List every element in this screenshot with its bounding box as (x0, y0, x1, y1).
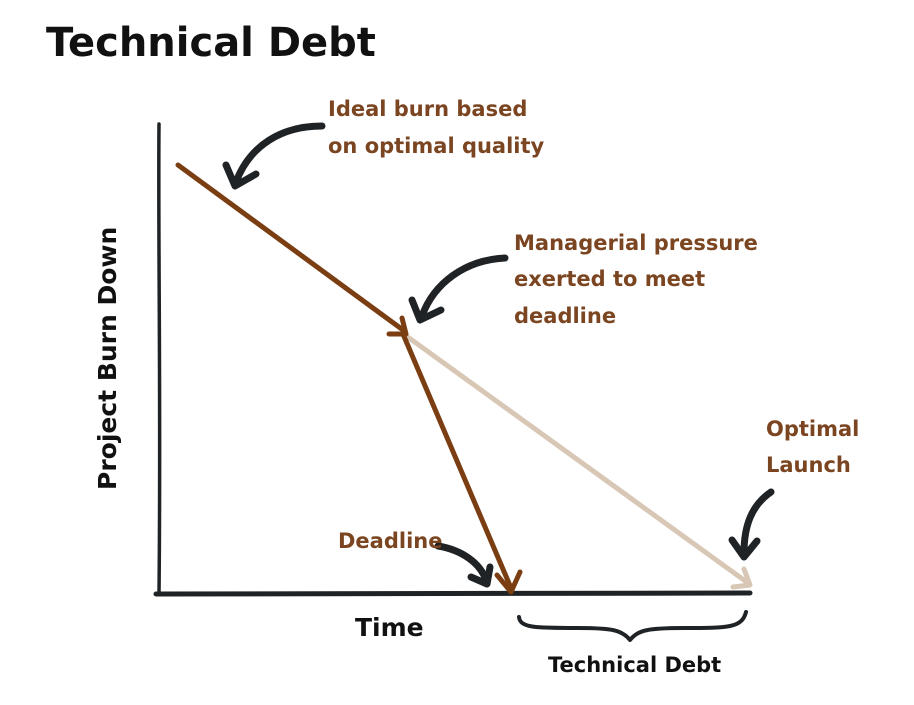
pressured-burn-line (400, 331, 514, 591)
x-axis-label: Time (355, 613, 424, 642)
optimal-launch-note-line-1: Optimal (766, 417, 859, 441)
ideal-burn-line (175, 162, 406, 333)
curved-arrow-deadline-icon (434, 542, 494, 588)
pressure-note: Managerial pressure exerted to meet dead… (514, 231, 765, 328)
ideal-burn-note-line-1: Ideal burn based (328, 97, 527, 121)
pressure-note-line-3: deadline (514, 304, 616, 328)
y-axis-label: Project Burn Down (93, 227, 122, 490)
ideal-burn-note: Ideal burn based on optimal quality (328, 97, 545, 158)
ideal-continuation-line (402, 332, 751, 586)
pressured-burn-arrowhead (494, 569, 523, 595)
optimal-launch-note: Optimal Launch (766, 417, 867, 477)
diagram-title: Technical Debt (46, 20, 376, 66)
y-axis (157, 122, 162, 596)
optimal-launch-note-line-2: Launch (766, 453, 851, 477)
ideal-burn-arrowhead (386, 315, 409, 337)
pressure-note-line-1: Managerial pressure (514, 231, 758, 255)
ideal-burn-note-line-2: on optimal quality (328, 134, 545, 158)
pressure-note-line-2: exerted to meet (514, 267, 705, 291)
deadline-note: Deadline (338, 529, 442, 553)
curved-arrow-launch-icon (728, 488, 775, 561)
curly-brace-icon (517, 610, 748, 642)
curved-arrow-pressure-icon (408, 254, 509, 324)
technical-debt-label: Technical Debt (548, 653, 721, 677)
curved-arrow-ideal-icon (222, 122, 326, 190)
ideal-continuation-arrowhead (730, 566, 753, 590)
x-axis (153, 590, 753, 597)
